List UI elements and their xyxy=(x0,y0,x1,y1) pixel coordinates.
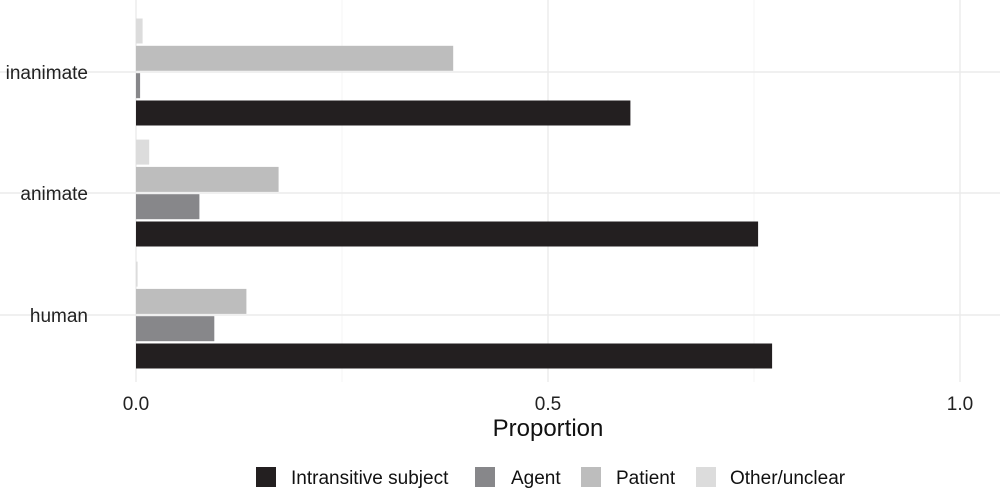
x-tick-labels: 0.0 0.5 1.0 xyxy=(123,394,973,415)
bar-human-patient xyxy=(136,288,247,314)
x-tick-label-0: 0.0 xyxy=(123,394,149,415)
bar-human-agent xyxy=(136,316,215,342)
legend: Intransitive subject Agent Patient Other… xyxy=(256,467,846,489)
bar-animate-other-unclear xyxy=(136,139,150,165)
bar-animate-patient xyxy=(136,166,279,192)
y-tick-label-animate: animate xyxy=(20,184,88,205)
bar-inanimate-patient xyxy=(136,45,454,71)
bar-animate-agent xyxy=(136,194,200,220)
legend-label-intransitive-subject: Intransitive subject xyxy=(291,468,449,489)
bar-inanimate-agent xyxy=(136,73,141,99)
x-axis-title: Proportion xyxy=(493,415,604,442)
legend-swatch-agent xyxy=(475,467,495,487)
legend-swatch-other-unclear xyxy=(696,467,716,487)
y-tick-label-inanimate: inanimate xyxy=(6,63,88,84)
bar-inanimate-other-unclear xyxy=(136,18,143,44)
y-tick-labels: inanimate animate human xyxy=(6,63,88,327)
x-tick-label-0-5: 0.5 xyxy=(535,394,561,415)
legend-label-patient: Patient xyxy=(616,468,676,489)
legend-label-agent: Agent xyxy=(511,468,561,489)
bar-marks xyxy=(136,18,773,369)
legend-swatch-patient xyxy=(581,467,601,487)
y-tick-label-human: human xyxy=(30,306,88,327)
bar-animate-intransitive-subject xyxy=(136,221,759,247)
bar-inanimate-intransitive-subject xyxy=(136,100,631,126)
legend-label-other-unclear: Other/unclear xyxy=(730,468,846,489)
x-tick-label-1: 1.0 xyxy=(947,394,973,415)
bar-human-other-unclear xyxy=(136,261,138,287)
bar-human-intransitive-subject xyxy=(136,343,773,369)
legend-swatch-intransitive-subject xyxy=(256,467,276,487)
